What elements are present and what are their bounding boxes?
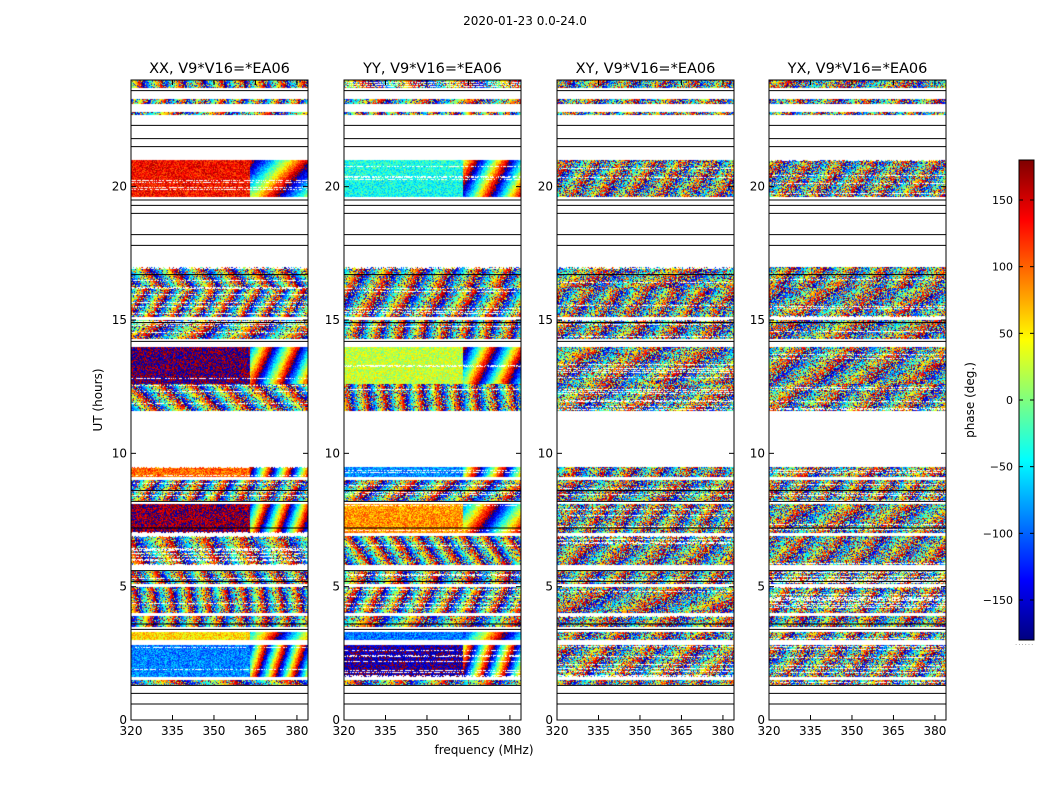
x-tick-label: 320	[546, 724, 569, 738]
panel-title: XX, V9*V16=*EA06	[149, 61, 290, 77]
heatmap-image	[557, 80, 734, 720]
heatmap-image	[344, 80, 521, 720]
y-tick-label: 20	[538, 180, 553, 194]
x-tick-label: 350	[416, 724, 439, 738]
x-tick-label: 320	[120, 724, 143, 738]
x-tick-label: 335	[374, 724, 397, 738]
x-axis-label: frequency (MHz)	[434, 743, 534, 757]
x-tick-label: 380	[711, 724, 734, 738]
axes-frame	[130, 79, 309, 721]
x-tick-label: 335	[161, 724, 184, 738]
x-tick-label: 380	[498, 724, 521, 738]
x-tick-label: 365	[244, 724, 267, 738]
colorbar-tick-label: 0	[1006, 394, 1013, 407]
colorbar-label: phase (deg.)	[963, 362, 977, 438]
x-tick-label: 365	[457, 724, 480, 738]
y-tick-label: 5	[332, 580, 340, 594]
y-tick-label: 10	[750, 446, 765, 460]
x-tick-label: 350	[203, 724, 226, 738]
panel-2: XY, V9*V16=*EA06 320 335 350 365 380 0 5 10 15 20	[538, 61, 735, 738]
colorbar-tick-label: −150	[983, 594, 1013, 607]
y-tick-label: 0	[332, 713, 340, 727]
y-tick-label: 20	[325, 180, 340, 194]
y-tick-label: 5	[757, 580, 765, 594]
x-tick-label: 365	[670, 724, 693, 738]
panel-title: YY, V9*V16=*EA06	[362, 61, 502, 77]
heatmap-image	[769, 80, 946, 720]
x-tick-label: 335	[799, 724, 822, 738]
y-tick-label: 5	[545, 580, 553, 594]
y-tick-label: 15	[112, 313, 127, 327]
y-tick-label: 15	[325, 313, 340, 327]
x-tick-label: 350	[629, 724, 652, 738]
y-tick-label: 20	[750, 180, 765, 194]
x-tick-label: 320	[758, 724, 781, 738]
x-tick-label: 335	[587, 724, 610, 738]
x-tick-label: 380	[923, 724, 946, 738]
colorbar-tick-label: 100	[992, 261, 1013, 274]
colorbar-tick-label: −100	[983, 527, 1013, 540]
colorbar-tick-label: 150	[992, 194, 1013, 207]
y-tick-label: 0	[545, 713, 553, 727]
x-tick-label: 350	[841, 724, 864, 738]
colorbar: 150 100 50 0 −50 −100 −150	[983, 159, 1035, 641]
panel-3: YX, V9*V16=*EA06 320 335 350 365 380 0 5 10 15 20	[750, 61, 947, 738]
axes-frame	[343, 79, 522, 721]
panel-0: XX, V9*V16=*EA06 320 335 350 365 380 0 5 10 15 20	[112, 61, 309, 738]
heatmap-image	[131, 80, 308, 720]
x-tick-label: 320	[333, 724, 356, 738]
panel-1: YY, V9*V16=*EA06 320 335 350 365 380 0 5 10 15 20	[325, 61, 522, 738]
y-axis-label: UT (hours)	[91, 368, 105, 432]
y-tick-label: 10	[325, 446, 340, 460]
y-tick-label: 0	[757, 713, 765, 727]
x-tick-label: 380	[285, 724, 308, 738]
y-tick-label: 10	[538, 446, 553, 460]
panel-title: XY, V9*V16=*EA06	[576, 61, 716, 77]
figure-title: 2020-01-23 0.0-24.0	[463, 14, 587, 28]
y-tick-label: 20	[112, 180, 127, 194]
y-tick-label: 5	[119, 580, 127, 594]
axes-frame	[556, 79, 735, 721]
axes-frame	[768, 79, 947, 721]
y-tick-label: 15	[750, 313, 765, 327]
x-tick-label: 365	[882, 724, 905, 738]
colorbar-tick-label: −50	[990, 461, 1013, 474]
panel-title: YX, V9*V16=*EA06	[787, 61, 928, 77]
colorbar-tick-label: 50	[999, 327, 1013, 340]
colorbar-footer-dots: ......	[1015, 639, 1035, 647]
y-tick-label: 10	[112, 446, 127, 460]
y-tick-label: 15	[538, 313, 553, 327]
y-tick-label: 0	[119, 713, 127, 727]
